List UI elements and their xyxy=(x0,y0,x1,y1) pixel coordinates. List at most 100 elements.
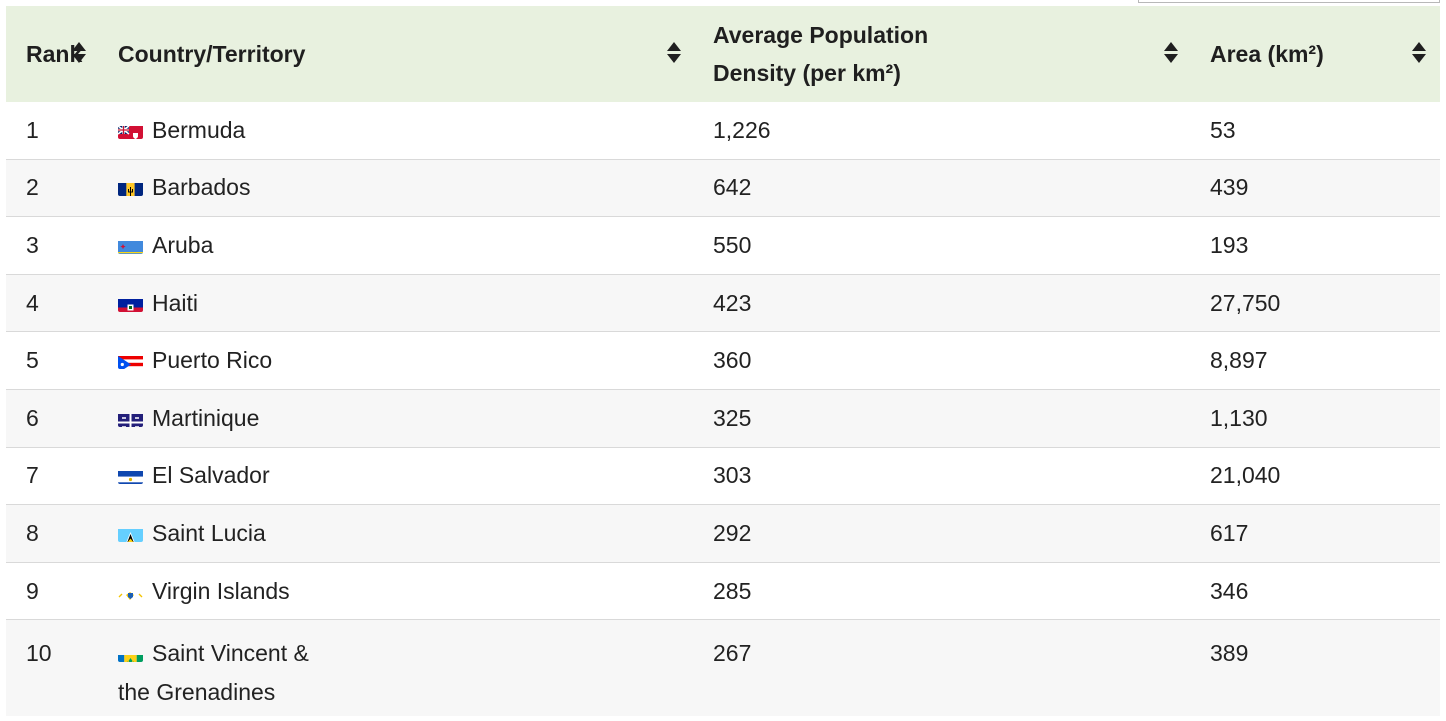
saint-vincent-flag-icon xyxy=(118,645,143,663)
aruba-flag-icon xyxy=(118,237,143,254)
density-value: 642 xyxy=(713,174,752,201)
rank-value: 4 xyxy=(26,289,39,316)
density-cell: 285 xyxy=(693,563,1190,620)
density-cell: 325 xyxy=(693,390,1190,447)
country-name: Bermuda xyxy=(152,116,246,143)
density-cell: 642 xyxy=(693,160,1190,217)
country-text: El Salvador xyxy=(118,462,270,489)
table-row: 1 Bermuda 1,226 53 xyxy=(6,102,1440,160)
rank-value: 5 xyxy=(26,347,39,374)
area-value: 193 xyxy=(1210,231,1249,258)
column-header-country[interactable]: Country/Territory xyxy=(98,6,693,102)
rank-cell: 6 xyxy=(6,390,98,447)
country-text: Haiti xyxy=(118,290,198,317)
area-cell: 8,897 xyxy=(1190,332,1440,389)
country-text: Barbados xyxy=(118,174,250,201)
rank-cell: 9 xyxy=(6,563,98,620)
sort-icon[interactable] xyxy=(1412,42,1426,64)
density-value: 285 xyxy=(713,577,752,604)
density-value: 325 xyxy=(713,404,752,431)
rank-value: 8 xyxy=(26,519,39,546)
area-cell: 21,040 xyxy=(1190,448,1440,505)
area-value: 27,750 xyxy=(1210,289,1281,316)
country-cell: El Salvador xyxy=(98,448,693,505)
country-text: Bermuda xyxy=(118,117,245,144)
table-row: 8 Saint Lucia 292 617 xyxy=(6,505,1440,563)
density-value: 423 xyxy=(713,289,752,316)
country-text: Saint Vincent & the Grenadines xyxy=(118,634,338,712)
area-value: 439 xyxy=(1210,174,1249,201)
column-header-country-label: Country/Territory xyxy=(118,40,306,67)
bermuda-flag-icon xyxy=(118,122,143,139)
rank-value: 7 xyxy=(26,462,39,489)
country-cell: Saint Vincent & the Grenadines xyxy=(98,620,693,716)
table-row: 5 Puerto Rico 360 8,897 xyxy=(6,332,1440,390)
density-value: 1,226 xyxy=(713,116,771,143)
column-header-area-label: Area (km²) xyxy=(1210,40,1324,67)
country-text: Virgin Islands xyxy=(118,578,290,605)
column-header-density-label: Average Population Density (per km²) xyxy=(713,22,929,86)
density-cell: 267 xyxy=(693,620,1190,716)
table-row: 3 Aruba 550 193 xyxy=(6,217,1440,275)
column-header-density[interactable]: Average Population Density (per km²) xyxy=(693,6,1190,102)
density-cell: 360 xyxy=(693,332,1190,389)
table-row: 10 Saint Vincent & the Grenadines 267 389 xyxy=(6,620,1440,717)
saint-lucia-flag-icon xyxy=(118,525,143,542)
haiti-flag-icon xyxy=(118,295,143,312)
el-salvador-flag-icon xyxy=(118,467,143,485)
country-name: Virgin Islands xyxy=(152,577,290,604)
country-cell: Saint Lucia xyxy=(98,505,693,562)
area-cell: 617 xyxy=(1190,505,1440,562)
country-name: Puerto Rico xyxy=(152,347,273,374)
column-header-rank[interactable]: Rank xyxy=(6,6,98,102)
rank-cell: 5 xyxy=(6,332,98,389)
country-name: Haiti xyxy=(152,289,199,316)
population-density-table: Rank Country/Territory Average Populatio… xyxy=(6,6,1440,717)
table-row: 4 Haiti 423 27,750 xyxy=(6,274,1440,333)
country-name: Martinique xyxy=(152,404,260,431)
area-value: 617 xyxy=(1210,519,1249,546)
rank-cell: 8 xyxy=(6,505,98,562)
sort-icon[interactable] xyxy=(1164,42,1178,64)
sort-icon[interactable] xyxy=(667,42,681,64)
area-cell: 389 xyxy=(1190,620,1440,716)
area-cell: 346 xyxy=(1190,563,1440,620)
rank-value: 9 xyxy=(26,577,39,604)
country-name: Saint Vincent & the Grenadines xyxy=(118,640,309,706)
table-row: 2 Barbados 642 439 xyxy=(6,159,1440,218)
table-body: 1 Bermuda 1,226 53 2 Barbados 642 439 3 Aruba 550 1… xyxy=(6,102,1440,717)
rank-cell: 4 xyxy=(6,275,98,332)
country-cell: Barbados xyxy=(98,160,693,217)
country-cell: Bermuda xyxy=(98,102,693,159)
rank-cell: 3 xyxy=(6,217,98,274)
density-cell: 292 xyxy=(693,505,1190,562)
country-name: Aruba xyxy=(152,231,214,258)
country-cell: Puerto Rico xyxy=(98,332,693,389)
area-value: 21,040 xyxy=(1210,462,1281,489)
density-value: 303 xyxy=(713,462,752,489)
column-header-area[interactable]: Area (km²) xyxy=(1190,6,1440,102)
country-text: Aruba xyxy=(118,232,213,259)
country-cell: Haiti xyxy=(98,275,693,332)
country-name: Saint Lucia xyxy=(152,519,266,546)
density-value: 267 xyxy=(713,640,752,667)
area-value: 346 xyxy=(1210,577,1249,604)
density-cell: 1,226 xyxy=(693,102,1190,159)
area-cell: 53 xyxy=(1190,102,1440,159)
sort-icon[interactable] xyxy=(72,42,86,64)
country-text: Puerto Rico xyxy=(118,347,272,374)
area-cell: 27,750 xyxy=(1190,275,1440,332)
rank-cell: 1 xyxy=(6,102,98,159)
country-cell: Martinique xyxy=(98,390,693,447)
rank-value: 6 xyxy=(26,404,39,431)
rank-cell: 7 xyxy=(6,448,98,505)
rank-value: 2 xyxy=(26,174,39,201)
rank-value: 10 xyxy=(26,640,52,667)
area-value: 1,130 xyxy=(1210,404,1268,431)
area-cell: 439 xyxy=(1190,160,1440,217)
density-value: 360 xyxy=(713,347,752,374)
country-cell: Aruba xyxy=(98,217,693,274)
barbados-flag-icon xyxy=(118,179,143,197)
rank-cell: 2 xyxy=(6,160,98,217)
area-value: 389 xyxy=(1210,640,1249,667)
